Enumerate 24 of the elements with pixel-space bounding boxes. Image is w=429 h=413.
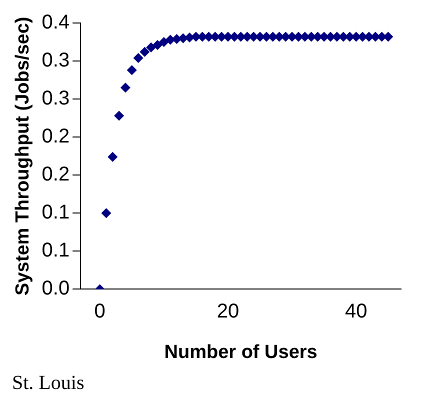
point	[140, 46, 150, 57]
text: St. Louis	[12, 372, 86, 395]
y-tick-label: 0.3	[42, 88, 70, 110]
point	[114, 110, 124, 121]
point	[120, 82, 130, 93]
point	[108, 152, 118, 162]
y-tick-label: 0.1	[42, 240, 70, 262]
y-tick-label: 0.0	[42, 278, 70, 300]
point	[146, 42, 156, 52]
x-tick-label: 20	[216, 300, 240, 323]
y-tick-label: 0.2	[42, 164, 70, 186]
y-axis-title: System Throughput (Jobs/sec)	[12, 16, 34, 296]
point	[152, 40, 162, 50]
y-tick-label: 0.2	[42, 126, 70, 148]
y-tick-label: 0.3	[42, 50, 70, 72]
x-tick-label: 0	[94, 300, 106, 323]
point	[126, 65, 137, 76]
point	[101, 208, 112, 218]
x-axis-title: Number of Users	[164, 342, 318, 363]
y-tick-label: 0.4	[42, 12, 70, 34]
point	[133, 52, 144, 63]
y-tick-label: 0.1	[42, 202, 70, 224]
point	[158, 37, 169, 48]
x-tick-label: 40	[345, 300, 368, 323]
